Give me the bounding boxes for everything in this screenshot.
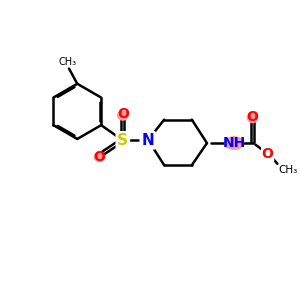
Ellipse shape [247,112,258,123]
Text: CH₃: CH₃ [58,57,77,67]
Ellipse shape [224,136,244,150]
Text: O: O [93,151,105,164]
Ellipse shape [94,152,105,162]
Ellipse shape [117,110,129,121]
Text: S: S [117,133,128,148]
Text: CH₃: CH₃ [279,165,298,175]
Text: NH: NH [222,136,246,150]
Text: O: O [117,107,129,121]
Text: O: O [247,110,258,124]
Text: N: N [141,133,154,148]
Text: O: O [262,147,274,161]
